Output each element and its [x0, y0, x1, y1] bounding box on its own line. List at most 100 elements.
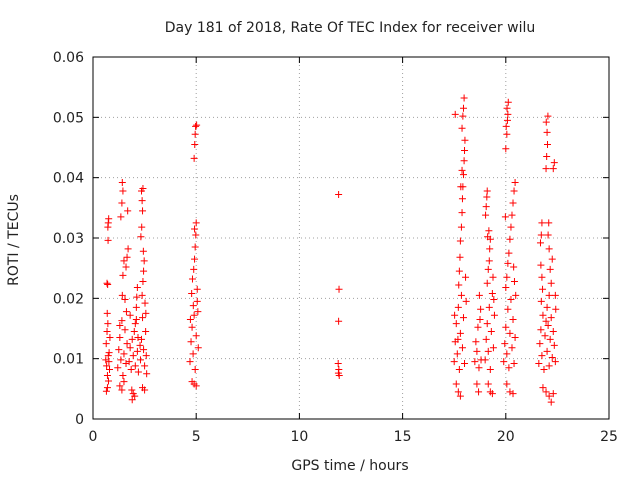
data-point [191, 255, 199, 263]
data-point [459, 171, 467, 179]
data-point [543, 347, 551, 355]
data-point [500, 358, 508, 366]
data-point [104, 280, 112, 288]
data-point [116, 382, 124, 390]
data-point [547, 398, 555, 406]
data-point [455, 281, 463, 289]
y-tick-label: 0.02 [53, 291, 84, 307]
data-point [458, 195, 466, 203]
data-point [545, 291, 553, 299]
data-point [134, 368, 142, 376]
data-point [121, 326, 129, 334]
data-point [456, 392, 464, 400]
data-point [483, 193, 491, 201]
data-point [505, 249, 513, 257]
data-point [544, 231, 552, 239]
data-point [543, 303, 551, 311]
data-point [119, 271, 127, 279]
data-point [504, 259, 512, 267]
data-point [116, 334, 124, 342]
data-point [117, 213, 125, 221]
data-point [132, 303, 140, 311]
data-point [187, 338, 195, 346]
data-point [190, 265, 198, 273]
data-point [138, 291, 146, 299]
data-point [503, 130, 511, 138]
chart-title: Day 181 of 2018, Rate Of TEC Index for r… [165, 20, 535, 36]
plot-frame [92, 56, 610, 420]
data-point [476, 315, 484, 323]
data-point [503, 104, 511, 112]
data-point [482, 335, 490, 343]
data-point [503, 380, 511, 388]
data-point [186, 315, 194, 323]
data-point [125, 358, 133, 366]
data-point [537, 326, 545, 334]
data-point [508, 344, 516, 352]
data-point [512, 291, 520, 299]
data-point [134, 334, 142, 342]
data-point [102, 356, 110, 364]
data-point [543, 128, 551, 136]
data-point [456, 253, 464, 261]
y-axis-label: ROTI / TECUs [6, 194, 22, 286]
data-point [192, 219, 200, 227]
data-point [486, 245, 494, 253]
data-point [104, 320, 112, 328]
data-point [509, 390, 517, 398]
data-point [143, 370, 151, 378]
data-point [139, 277, 147, 285]
data-point [458, 166, 466, 174]
data-point [551, 291, 559, 299]
data-point [485, 227, 493, 235]
data-point [535, 359, 543, 367]
data-point [120, 350, 128, 358]
data-point [192, 332, 200, 340]
axis-ticks: 0 5 10 15 20 25 0 0.01 0.02 0.03 0.04 0.05 0.06 [53, 50, 618, 445]
data-point [131, 320, 139, 328]
data-point [121, 296, 129, 304]
data-point [502, 283, 510, 291]
data-point [507, 223, 515, 231]
data-point [137, 233, 145, 241]
data-point [191, 225, 199, 233]
data-point [192, 231, 200, 239]
data-point [128, 386, 136, 394]
data-point [189, 302, 197, 310]
data-point [133, 293, 141, 301]
data-point [542, 388, 550, 396]
data-point [542, 118, 550, 126]
data-point [103, 372, 111, 380]
data-point [103, 279, 111, 287]
data-point [186, 358, 194, 366]
data-point [139, 247, 147, 255]
data-point [139, 314, 147, 322]
data-point [118, 386, 126, 394]
data-point [114, 364, 122, 372]
data-point [194, 308, 202, 316]
data-point [537, 231, 545, 239]
data-point [458, 344, 466, 352]
data-point [140, 257, 148, 265]
data-point [484, 380, 492, 388]
data-point [486, 235, 494, 243]
data-point [544, 321, 552, 329]
data-point [124, 245, 132, 253]
data-point [103, 362, 111, 370]
data-point [508, 211, 516, 219]
data-point [542, 165, 550, 173]
data-point [118, 317, 126, 325]
data-point [335, 285, 343, 293]
data-point [188, 323, 196, 331]
data-point [102, 387, 110, 395]
y-tick-label: 0.06 [53, 50, 84, 66]
data-point [335, 191, 343, 199]
data-point [454, 303, 462, 311]
data-point [192, 382, 200, 390]
data-point [545, 362, 553, 370]
data-point [456, 329, 464, 337]
data-point [189, 350, 197, 358]
data-point [550, 341, 558, 349]
data-point [489, 344, 497, 352]
